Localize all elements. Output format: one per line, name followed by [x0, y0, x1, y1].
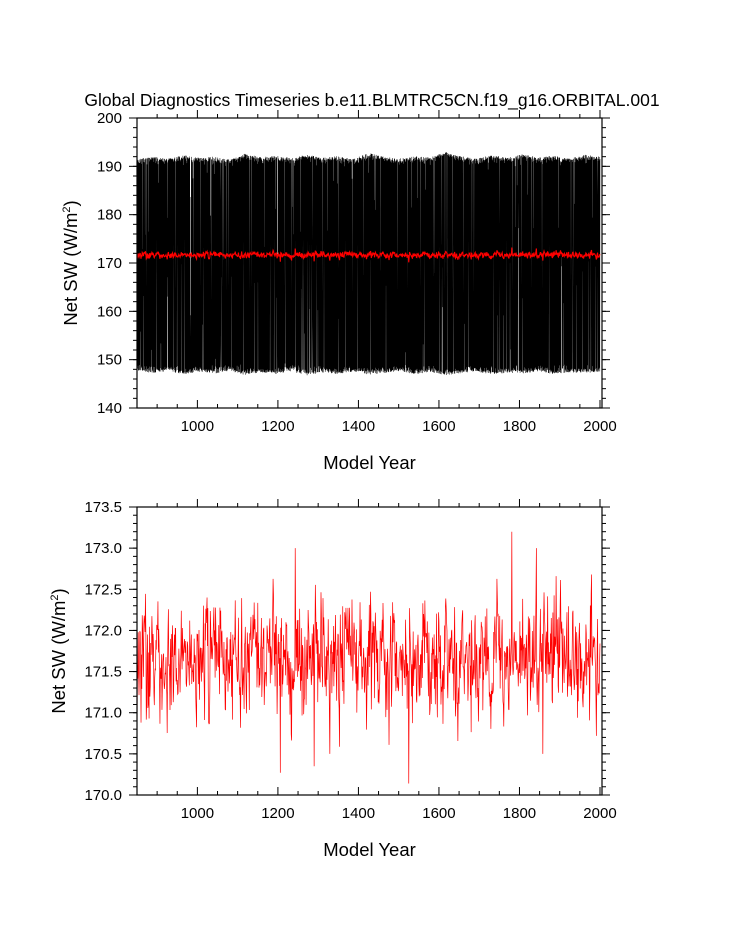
- top-x-tick-label: 1600: [422, 418, 455, 435]
- bottom-y-tick-label: 170.5: [84, 746, 122, 763]
- bottom-y-tick-label: 173.0: [84, 540, 122, 557]
- top-x-tick-label: 1400: [342, 418, 375, 435]
- top-y-tick-label: 160: [97, 303, 122, 320]
- bottom-x-tick-label: 2000: [583, 805, 616, 822]
- figure-title: Global Diagnostics Timeseries b.e11.BLMT…: [84, 90, 659, 111]
- top-y-tick-label: 170: [97, 255, 122, 272]
- bottom-y-tick-label: 171.5: [84, 664, 122, 681]
- bottom-x-tick-label: 1400: [342, 805, 375, 822]
- top-x-tick-label: 1200: [261, 418, 294, 435]
- bottom-panel: 1000 1200 1400 1600 1800 2000 170.0 170.5 171.0 1…: [48, 499, 617, 860]
- top-x-tick-label: 1000: [181, 418, 214, 435]
- top-y-tick-label: 140: [97, 400, 122, 417]
- top-y-tick-label: 150: [97, 352, 122, 369]
- monthly-net-sw-line: [136, 152, 601, 376]
- bottom-x-tick-label: 1600: [422, 805, 455, 822]
- top-y-tick-label: 200: [97, 110, 122, 127]
- bottom-x-tick-label: 1200: [261, 805, 294, 822]
- top-panel: 1000 1200 1400 1600 1800 2000 140 150 160 170 180 1…: [60, 110, 617, 473]
- bottom-plot-frame: [136, 506, 603, 796]
- top-plot-data: [136, 152, 601, 376]
- bottom-axes: 1000 1200 1400 1600 1800 2000 170.0 170.5 171.0 1…: [84, 499, 617, 822]
- bottom-y-axis-label: Net SW (W/m2): [48, 588, 69, 713]
- top-y-axis-label: Net SW (W/m2): [60, 200, 81, 325]
- bottom-plot-data: [136, 531, 601, 784]
- top-x-axis-label: Model Year: [323, 452, 416, 473]
- top-y-tick-label: 180: [97, 207, 122, 224]
- bottom-y-tick-label: 172.0: [84, 622, 122, 639]
- bottom-x-tick-label: 1800: [503, 805, 536, 822]
- bottom-y-tick-label: 172.5: [84, 581, 122, 598]
- bottom-x-tick-label: 1000: [181, 805, 214, 822]
- top-axes: 1000 1200 1400 1600 1800 2000 140 150 160 170 180 1…: [97, 110, 617, 435]
- top-x-tick-label: 1800: [503, 418, 536, 435]
- top-plot-frame: [136, 117, 603, 409]
- top-x-tick-label: 2000: [583, 418, 616, 435]
- bottom-y-tick-label: 173.5: [84, 499, 122, 516]
- annual-net-sw-line: [136, 531, 601, 784]
- annual-mean-overlay-line: [136, 247, 601, 263]
- bottom-y-tick-label: 170.0: [84, 787, 122, 804]
- top-y-tick-label: 190: [97, 158, 122, 175]
- bottom-x-axis-label: Model Year: [323, 839, 416, 860]
- bottom-y-tick-label: 171.0: [84, 705, 122, 722]
